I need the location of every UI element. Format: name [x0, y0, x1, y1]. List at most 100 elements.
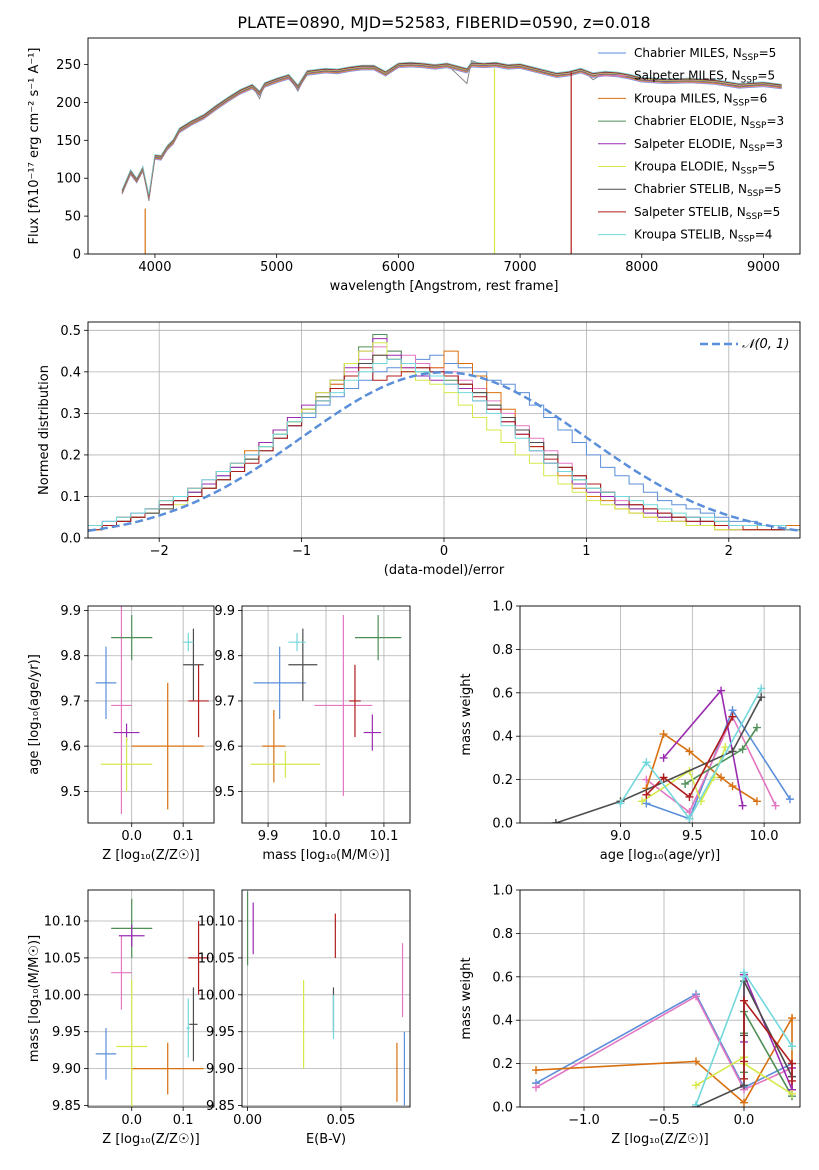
panel-residuals: −2 −1 0 1 2 0.0 0.1 0.2 0.3 0.4 0.5 (data-model)/er…: [37, 321, 801, 578]
y-axis-label: Normed distribution: [37, 365, 52, 495]
x-axis-label: age [log₁₀(age/yr)]: [600, 848, 721, 863]
mass-weight-line: [662, 688, 744, 806]
panel-age_vs_z: 0.0 0.1 9.5 9.6 9.7 9.8 9.9 Z [log₁₀(Z/Z☉)] age …: [27, 604, 215, 863]
y-tick-label: 0: [73, 248, 81, 263]
x-tick-label: 8000: [625, 260, 658, 275]
model-spectrum-line: [121, 63, 782, 197]
mass-weight-marker: [659, 753, 668, 762]
panel-mass_vs_z: 0.0 0.1 9.85 9.90 9.95 10.00 10.05 10.10 Z [log₁…: [27, 889, 215, 1147]
y-tick-label: 9.90: [206, 1062, 235, 1077]
y-tick-label: 10.05: [44, 951, 81, 966]
y-tick-label: 0.6: [492, 970, 513, 985]
y-tick-label: 0.0: [60, 532, 81, 547]
model-spectrum-line: [121, 64, 782, 198]
mass-weight-marker: [728, 712, 737, 721]
x-tick-label: 7000: [504, 260, 537, 275]
panel-spectrum: 4000 5000 6000 7000 8000 9000 0 50 100 150 200 250 w…: [27, 37, 801, 294]
mass-weight-marker: [788, 1042, 796, 1051]
mass-weight-marker: [752, 723, 761, 732]
panel-mass_vs_ebv: 0.00 0.05 9.85 9.90 9.95 10.00 10.05 10.10 E(B-V…: [198, 889, 411, 1147]
x-tick-label: 9.9: [258, 829, 279, 844]
y-tick-label: 0.8: [492, 643, 513, 658]
y-tick-label: 9.95: [52, 1025, 81, 1040]
model-spectrum-line: [121, 61, 782, 195]
y-tick-label: 0.6: [492, 686, 513, 701]
legend-count: =3: [766, 114, 784, 128]
x-tick-label: 0.05: [326, 1113, 355, 1128]
model-spectrum-line: [121, 64, 782, 198]
x-tick-label: 10.1: [369, 829, 398, 844]
axes-frame: [519, 605, 801, 824]
legend-count: =5: [759, 46, 777, 60]
x-axis-label: E(B-V): [306, 1132, 346, 1147]
mass-weight-marker: [532, 1066, 540, 1075]
legend-subscript: SSP: [733, 98, 750, 108]
legend-count: =5: [757, 69, 775, 83]
y-tick-label: 9.85: [52, 1099, 81, 1114]
mass-weight-marker: [638, 797, 647, 806]
x-tick-label: −1.0: [568, 1113, 600, 1128]
x-tick-label: 0.0: [121, 829, 142, 844]
normal-reference-curve: [88, 371, 800, 532]
x-axis-label: Z [log₁₀(Z/Z☉)]: [611, 1132, 708, 1147]
panel-mass_weight_vs_z: −1.0 −0.5 0.0 0.0 0.2 0.4 0.6 0.8 1.0 Z [log₁₀(Z/…: [459, 884, 801, 1147]
mass-weight-marker: [551, 819, 560, 823]
mass-weight-line: [645, 716, 734, 799]
y-tick-label: 0.8: [492, 927, 513, 942]
y-tick-label: 0.4: [492, 1014, 513, 1029]
y-tick-label: 0.4: [60, 365, 81, 380]
legend-label: Kroupa MILES, NSSP=6: [634, 91, 767, 108]
legend-label: Chabrier STELIB, NSSP=5: [634, 182, 782, 199]
mass-weight-marker: [788, 1089, 796, 1098]
x-tick-label: −1: [292, 544, 311, 559]
mass-weight-marker: [788, 1059, 796, 1068]
x-tick-label: 9.0: [610, 829, 631, 844]
y-tick-label: 10.05: [198, 951, 235, 966]
mass-weight-line: [555, 696, 762, 823]
x-tick-label: 0.00: [233, 1113, 262, 1128]
axes-frame: [87, 321, 801, 539]
mass-weight-line: [619, 688, 762, 821]
legend-count: =5: [763, 205, 781, 219]
x-tick-label: 4000: [138, 260, 171, 275]
legend-subscript: SSP: [741, 167, 758, 177]
x-axis-label: Z [log₁₀(Z/Z☉)]: [102, 848, 199, 863]
legend-label: Salpeter MILES, NSSP=5: [634, 69, 775, 86]
x-tick-label: −2: [150, 544, 169, 559]
legend-count: =5: [757, 160, 775, 174]
panel-mass_weight_vs_age: 9.0 9.5 10.0 0.0 0.2 0.4 0.6 0.8 1.0 age [log₁₀(a…: [459, 600, 801, 863]
model-spectrum-line: [121, 65, 782, 200]
axes-frame: [519, 889, 801, 1108]
mass-weight-marker: [692, 1081, 700, 1090]
x-tick-label: 0.0: [734, 1113, 755, 1128]
x-tick-label: 1: [582, 544, 590, 559]
y-tick-label: 9.8: [214, 649, 235, 664]
legend-label: Salpeter ELODIE, NSSP=3: [634, 137, 783, 154]
x-tick-label: 5000: [260, 260, 293, 275]
mass-weight-marker: [685, 814, 694, 823]
mass-weight-marker: [740, 1098, 748, 1107]
legend-subscript: SSP: [746, 212, 763, 222]
figure-title: PLATE=0890, MJD=52583, FIBERID=0590, z=0…: [237, 13, 650, 32]
mass-weight-marker: [785, 795, 794, 804]
axes-frame: [87, 889, 215, 1108]
legend-count: =5: [764, 182, 782, 196]
x-tick-label: 10.0: [750, 829, 779, 844]
y-tick-label: 9.9: [214, 604, 235, 619]
y-tick-label: 0.5: [60, 324, 81, 339]
mass-weight-marker: [642, 790, 651, 799]
legend-label: Chabrier ELODIE, NSSP=3: [634, 114, 784, 131]
mass-weight-marker: [738, 745, 747, 754]
y-tick-label: 9.9: [60, 604, 81, 619]
mass-weight-marker: [728, 782, 737, 791]
mass-weight-marker: [740, 996, 748, 1005]
mass-weight-marker: [532, 1083, 540, 1092]
y-tick-label: 1.0: [492, 884, 513, 899]
legend-subscript: SSP: [750, 121, 767, 131]
y-tick-label: 9.7: [214, 694, 235, 709]
mass-weight-marker: [788, 1076, 796, 1085]
legend-label: Chabrier MILES, NSSP=5: [634, 46, 776, 63]
y-tick-label: 10.00: [198, 988, 235, 1003]
mass-weight-marker: [616, 799, 625, 808]
